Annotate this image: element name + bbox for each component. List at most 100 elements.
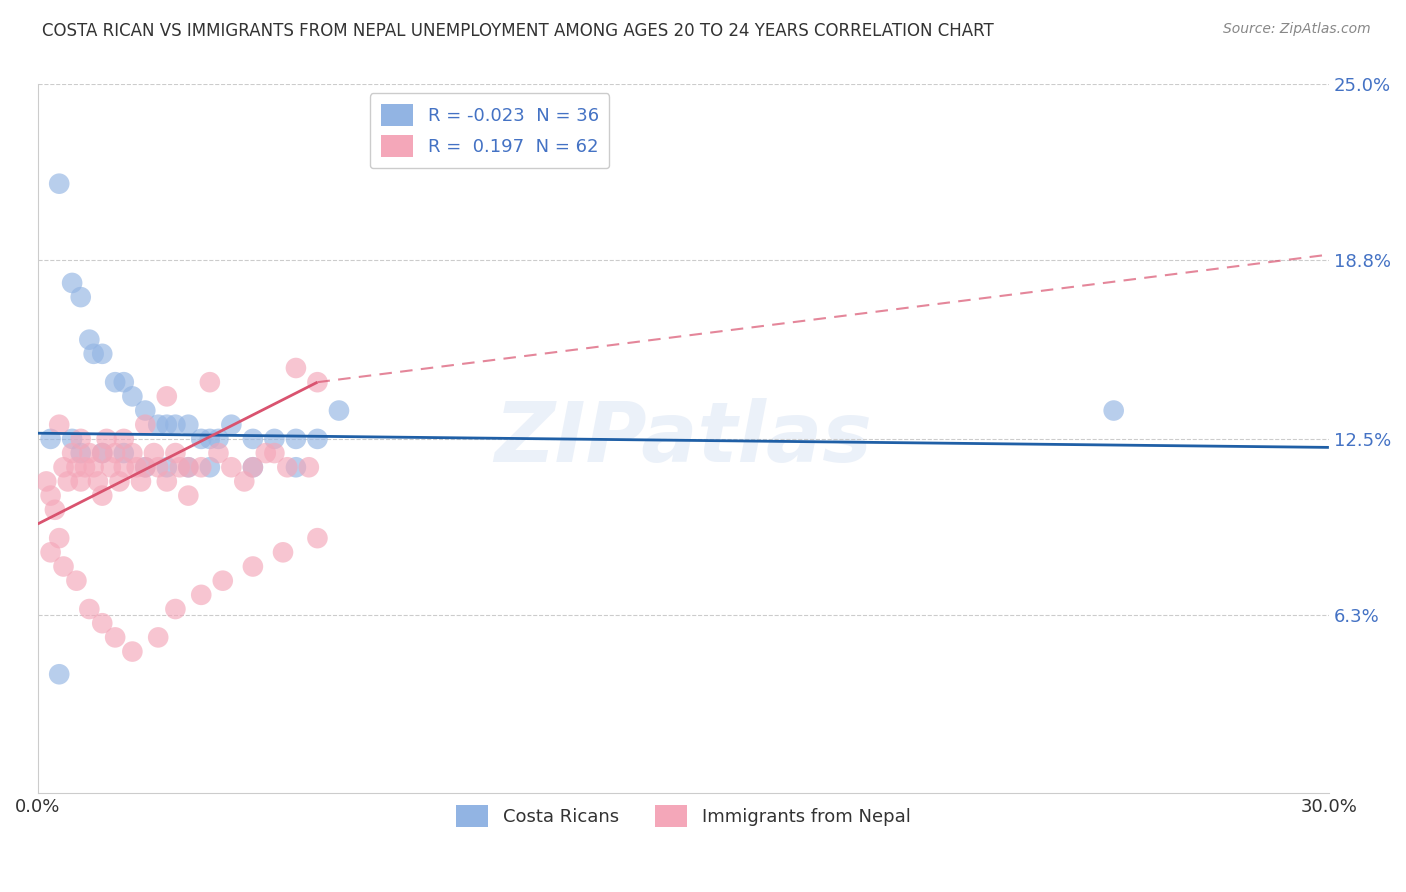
Point [121, 644, 143, 658]
Point [39, 545, 62, 559]
Point [298, 460, 321, 475]
Point [134, 417, 156, 432]
Point [108, 475, 131, 489]
Point [165, 417, 187, 432]
Text: COSTA RICAN VS IMMIGRANTS FROM NEPAL UNEMPLOYMENT AMONG AGES 20 TO 24 YEARS CORR: COSTA RICAN VS IMMIGRANTS FROM NEPAL UNE… [42, 22, 994, 40]
Point [83, 347, 105, 361]
Point [48, 531, 70, 545]
Point [284, 432, 307, 446]
Point [65, 574, 87, 588]
Point [52, 460, 75, 475]
Point [165, 446, 187, 460]
Point [169, 460, 191, 475]
Point [165, 602, 187, 616]
Point [60, 432, 83, 446]
Point [284, 361, 307, 376]
Point [177, 460, 200, 475]
Point [148, 417, 170, 432]
Point [177, 489, 200, 503]
Point [69, 290, 91, 304]
Point [39, 489, 62, 503]
Point [112, 446, 135, 460]
Point [263, 432, 285, 446]
Point [104, 446, 127, 460]
Point [242, 460, 264, 475]
Point [284, 460, 307, 475]
Point [198, 375, 221, 389]
Point [112, 460, 135, 475]
Point [35, 475, 58, 489]
Point [91, 616, 114, 631]
Point [156, 475, 179, 489]
Point [148, 460, 170, 475]
Point [134, 460, 156, 475]
Point [87, 475, 110, 489]
Point [276, 460, 298, 475]
Point [328, 403, 350, 417]
Point [307, 531, 329, 545]
Point [121, 389, 143, 403]
Point [112, 432, 135, 446]
Point [221, 417, 243, 432]
Point [307, 432, 329, 446]
Point [44, 503, 66, 517]
Point [134, 403, 156, 417]
Point [263, 446, 285, 460]
Point [221, 460, 243, 475]
Point [254, 446, 277, 460]
Point [207, 432, 229, 446]
Point [52, 559, 75, 574]
Point [1102, 403, 1125, 417]
Point [48, 417, 70, 432]
Point [207, 446, 229, 460]
Point [96, 432, 118, 446]
Legend: Costa Ricans, Immigrants from Nepal: Costa Ricans, Immigrants from Nepal [449, 797, 918, 834]
Point [121, 446, 143, 460]
Point [69, 432, 91, 446]
Point [69, 446, 91, 460]
Point [91, 347, 114, 361]
Point [156, 389, 179, 403]
Point [73, 460, 96, 475]
Text: ZIPatlas: ZIPatlas [495, 399, 872, 479]
Point [79, 602, 101, 616]
Point [134, 460, 156, 475]
Point [69, 475, 91, 489]
Point [91, 446, 114, 460]
Point [142, 446, 165, 460]
Point [190, 432, 212, 446]
Point [198, 460, 221, 475]
Point [177, 417, 200, 432]
Point [91, 446, 114, 460]
Point [65, 460, 87, 475]
Point [190, 460, 212, 475]
Point [56, 475, 79, 489]
Point [83, 460, 105, 475]
Point [233, 475, 256, 489]
Point [112, 375, 135, 389]
Point [104, 631, 127, 645]
Point [91, 489, 114, 503]
Point [48, 667, 70, 681]
Point [198, 432, 221, 446]
Point [125, 460, 148, 475]
Point [148, 631, 170, 645]
Point [242, 432, 264, 446]
Point [104, 375, 127, 389]
Text: Source: ZipAtlas.com: Source: ZipAtlas.com [1223, 22, 1371, 37]
Point [177, 460, 200, 475]
Point [242, 559, 264, 574]
Point [271, 545, 294, 559]
Point [48, 177, 70, 191]
Point [39, 432, 62, 446]
Point [60, 276, 83, 290]
Point [156, 417, 179, 432]
Point [129, 475, 152, 489]
Point [60, 446, 83, 460]
Point [156, 460, 179, 475]
Point [211, 574, 233, 588]
Point [79, 446, 101, 460]
Point [190, 588, 212, 602]
Point [100, 460, 122, 475]
Point [79, 333, 101, 347]
